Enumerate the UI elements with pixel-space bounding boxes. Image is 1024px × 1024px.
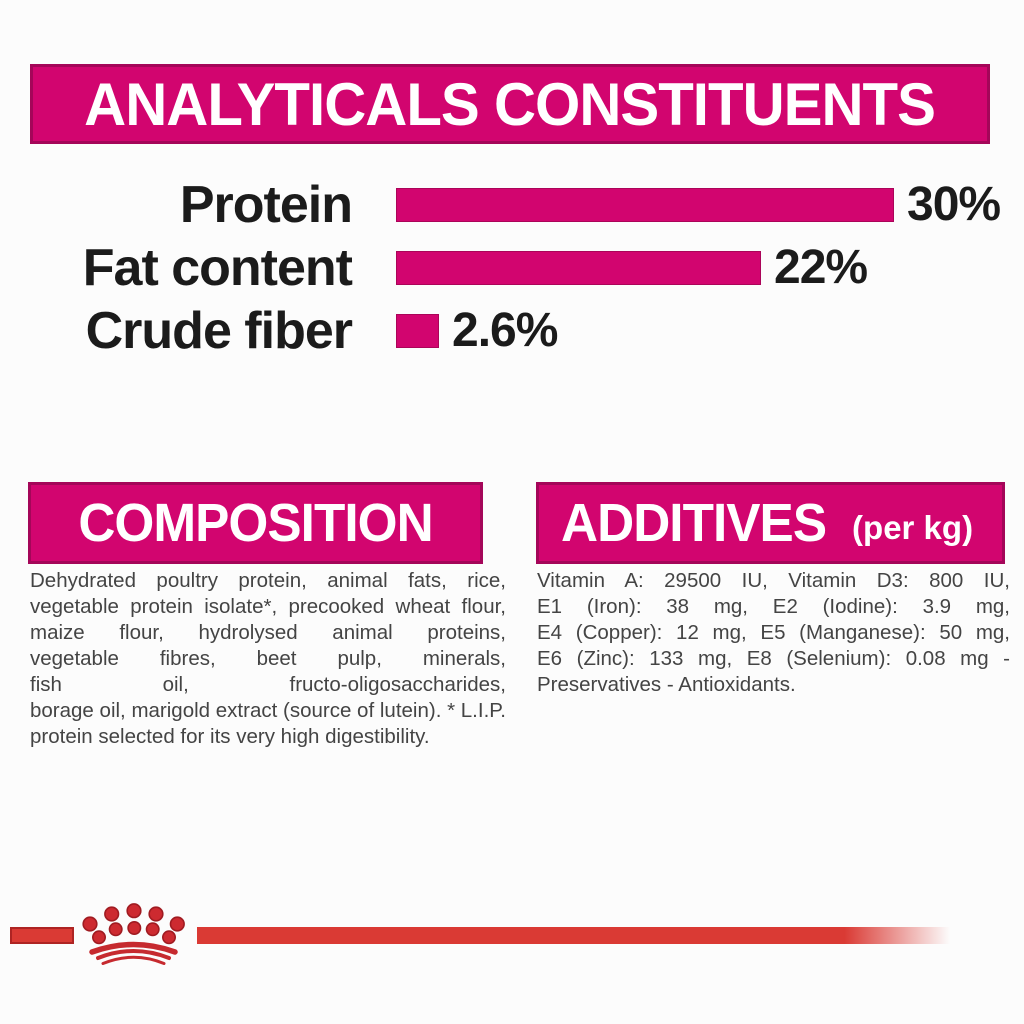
chart-bar bbox=[396, 187, 894, 222]
chart-row: Protein 30% bbox=[0, 173, 1024, 236]
additives-per-kg-label: (per kg) bbox=[852, 509, 974, 546]
body-line: protein selected for its very high diges… bbox=[30, 725, 430, 748]
brand-divider-line-left bbox=[10, 927, 74, 944]
bar-label: Fat content bbox=[82, 238, 353, 297]
bar-value: 22% bbox=[774, 240, 868, 294]
composition-body: Dehydrated poultry protein, animal fats,… bbox=[30, 568, 506, 750]
chart-row: Crude fiber 2.6% bbox=[0, 299, 1024, 362]
chart-row: Fat content 22% bbox=[0, 236, 1024, 299]
chart-bar bbox=[396, 313, 439, 348]
body-line: E1 (Iron): 38 mg, E2 (Iodine): 3.9 mg, bbox=[537, 595, 1010, 618]
additives-title: ADDITIVES bbox=[561, 493, 827, 553]
composition-header-box: COMPOSITION bbox=[28, 482, 483, 564]
bar-value: 30% bbox=[907, 177, 1001, 231]
body-line: Dehydrated poultry protein, animal fats,… bbox=[30, 569, 506, 592]
composition-title: COMPOSITION bbox=[78, 493, 433, 553]
body-line: borage oil, marigold extract (source of … bbox=[30, 699, 506, 722]
bar-label: Protein bbox=[179, 175, 353, 234]
body-line: vegetable protein isolate*, precooked wh… bbox=[30, 595, 506, 618]
body-line: Preservatives - Antioxidants. bbox=[537, 673, 796, 696]
body-line: E6 (Zinc): 133 mg, E8 (Selenium): 0.08 m… bbox=[537, 647, 1010, 670]
body-line: E4 (Copper): 12 mg, E5 (Manganese): 50 m… bbox=[537, 621, 1010, 644]
analytical-constituents-banner: ANALYTICALS CONSTITUENTS bbox=[30, 64, 990, 144]
additives-body: Vitamin A: 29500 IU, Vitamin D3: 800 IU,… bbox=[537, 568, 1010, 698]
additives-header-box: ADDITIVES (per kg) bbox=[536, 482, 1005, 564]
royal-canin-crown-icon bbox=[82, 903, 185, 965]
body-line: Vitamin A: 29500 IU, Vitamin D3: 800 IU, bbox=[537, 569, 1010, 592]
body-line: maize flour, hydrolysed animal proteins, bbox=[30, 621, 506, 644]
bar-label: Crude fiber bbox=[85, 301, 353, 360]
bar-value: 2.6% bbox=[452, 303, 558, 357]
banner-title: ANALYTICALS CONSTITUENTS bbox=[84, 70, 937, 138]
analytics-bar-chart: Protein 30% Fat content 22% Crude fiber 2.6% bbox=[0, 173, 1024, 362]
brand-divider-line-right bbox=[197, 927, 950, 944]
body-line: fish oil, fructo-oligosaccharides, bbox=[30, 673, 506, 696]
body-line: vegetable fibres, beet pulp, minerals, bbox=[30, 647, 506, 670]
chart-bar bbox=[396, 250, 761, 285]
